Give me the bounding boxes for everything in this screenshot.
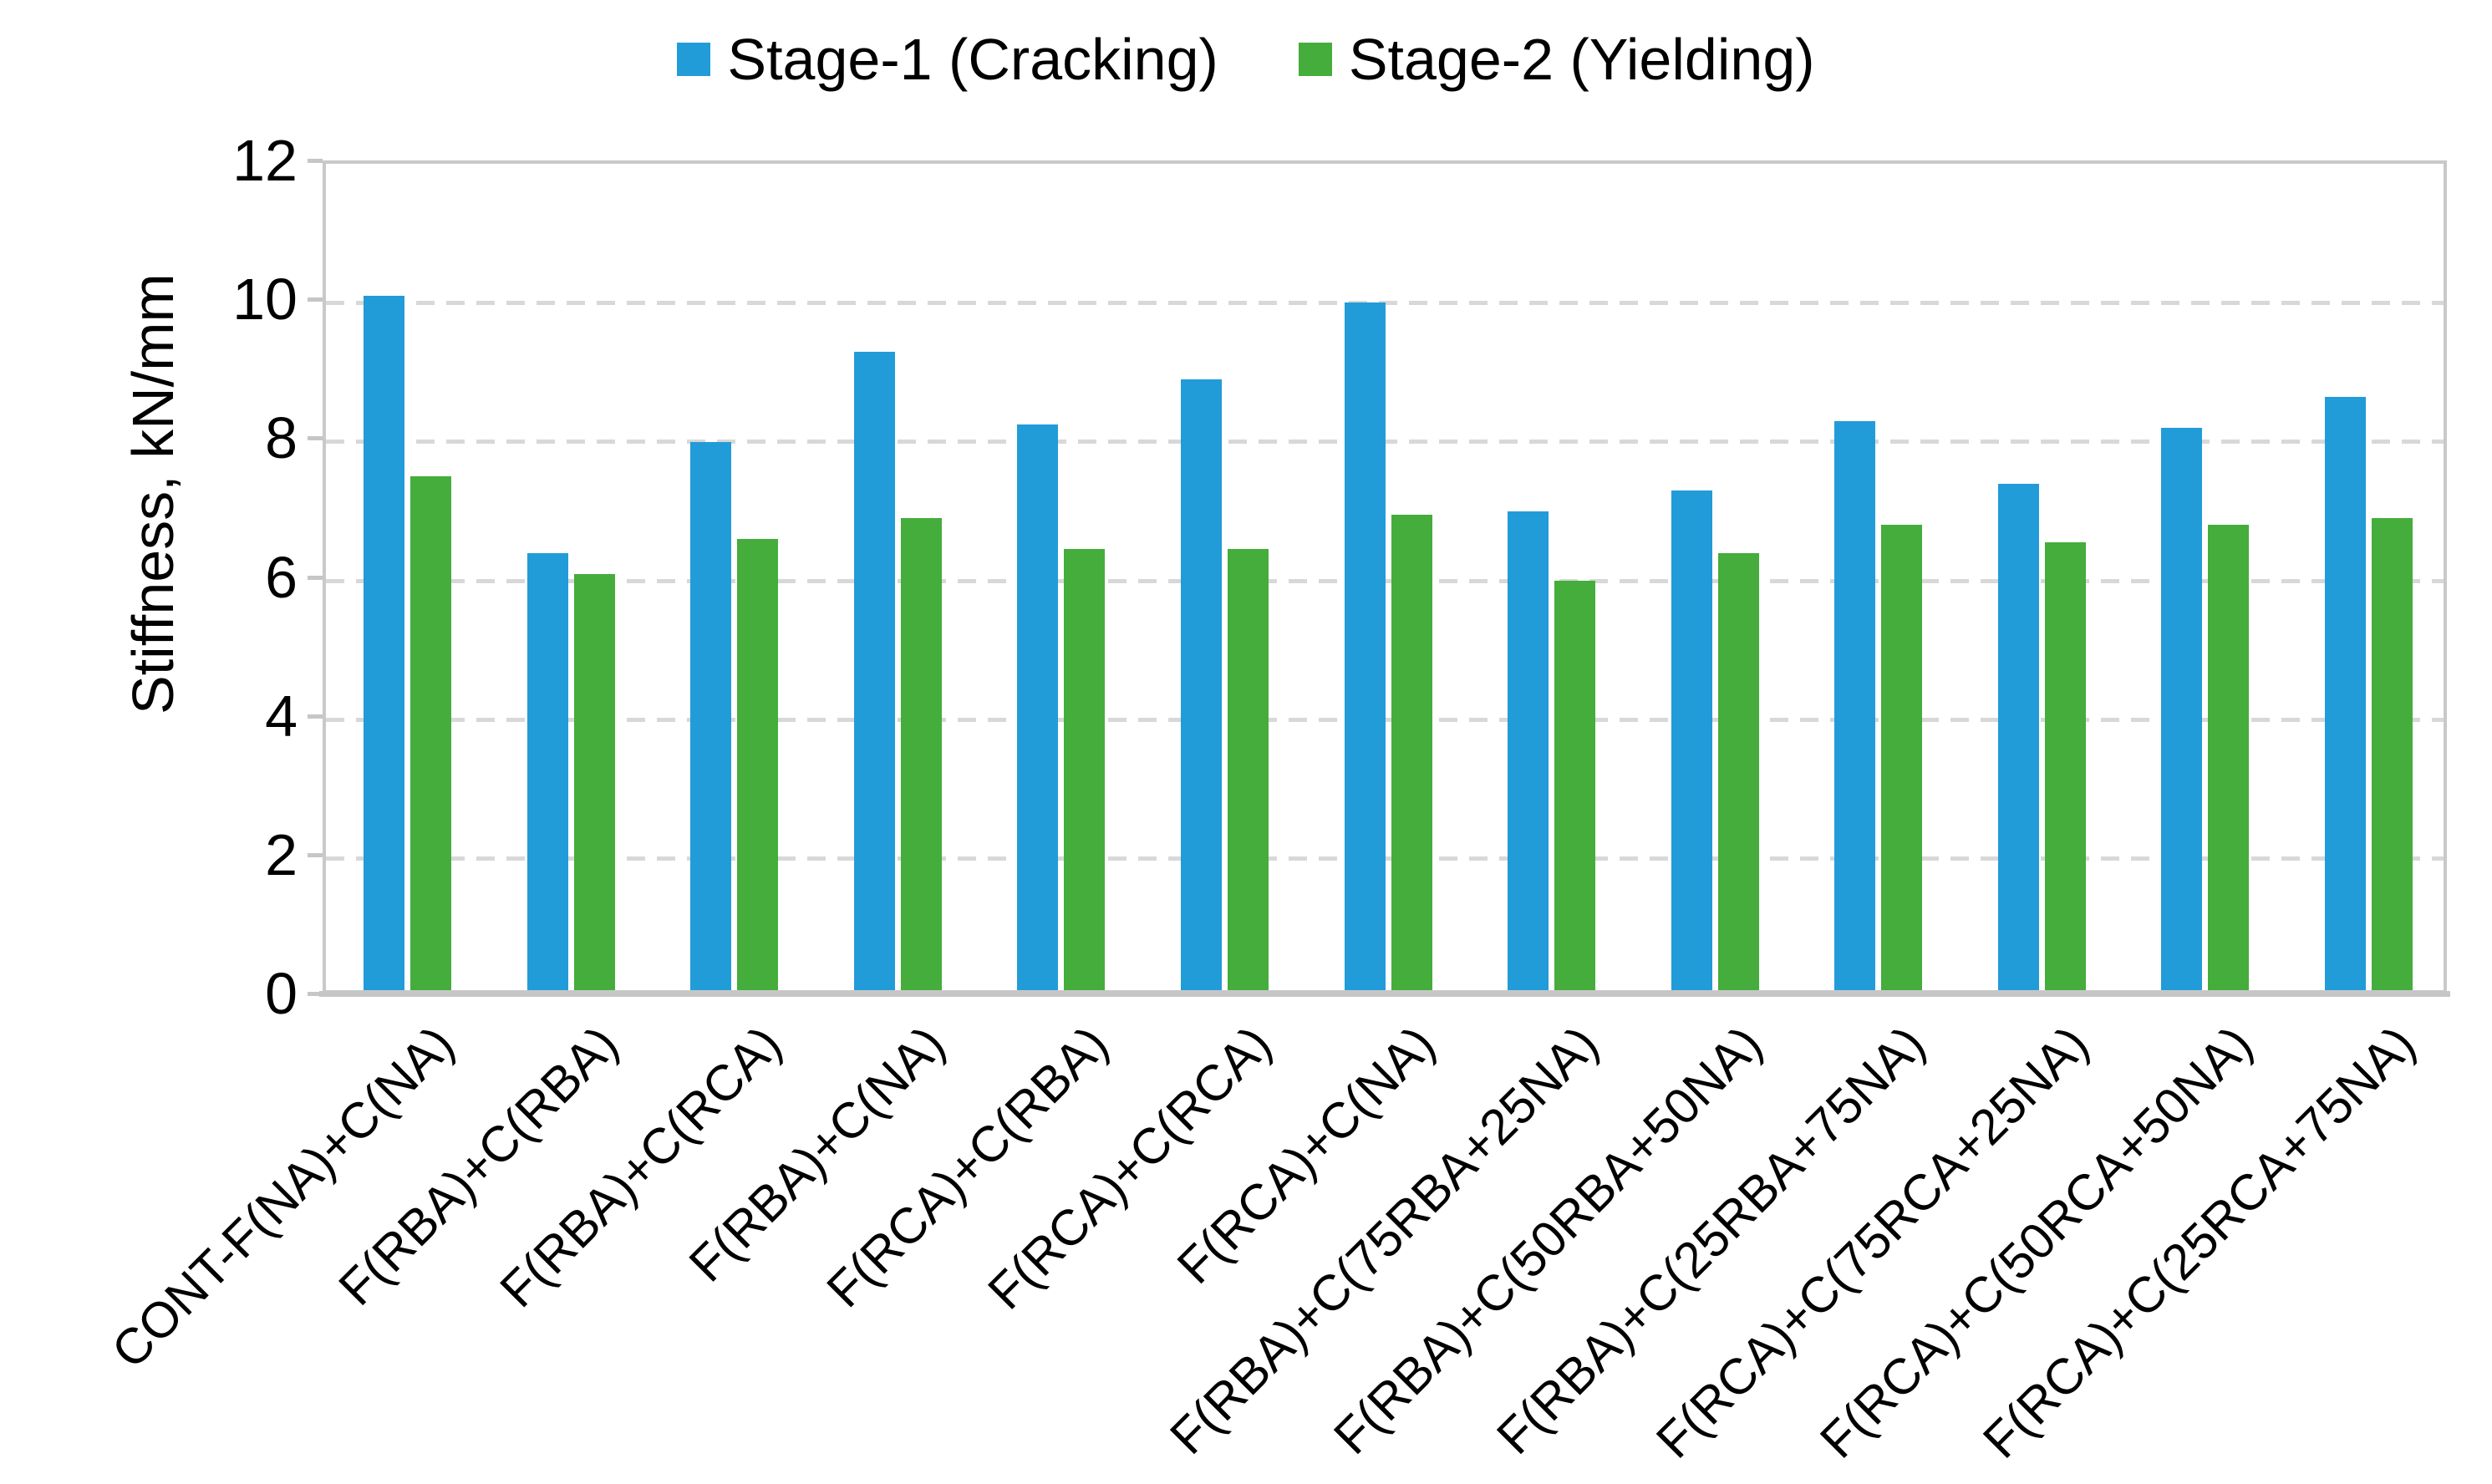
bar-series1-cat1 <box>364 296 405 990</box>
bar-series2-cat7 <box>1391 514 1432 990</box>
bar-series1-cat6 <box>1180 379 1222 990</box>
bar-series1-cat4 <box>853 351 895 990</box>
bar-series1-cat3 <box>690 441 732 990</box>
y-tick-label-0: 0 <box>265 961 298 1026</box>
legend-label-stage2: Stage-2 (Yielding) <box>1348 27 1815 92</box>
bar-series2-cat2 <box>573 573 615 990</box>
bar-series1-cat9 <box>1671 490 1712 990</box>
legend-item-stage2: Stage-2 (Yielding) <box>1298 27 1815 92</box>
y-tick-label-8: 8 <box>265 405 298 471</box>
y-tick-mark-0 <box>308 992 323 996</box>
x-category-label-3: F(RBA)+C(RCA) <box>489 1015 792 1319</box>
x-category-label-5: F(RCA)+C(RBA) <box>816 1015 1119 1319</box>
bar-series2-cat10 <box>1881 525 1923 990</box>
x-axis-line <box>319 991 2450 997</box>
y-tick-mark-12 <box>308 159 323 163</box>
bar-series2-cat12 <box>2208 525 2250 990</box>
x-category-label-6: F(RCA)+C(RCA) <box>977 1015 1283 1320</box>
y-tick-mark-6 <box>308 575 323 580</box>
legend-label-stage1: Stage-1 (Cracking) <box>727 27 1218 92</box>
y-tick-label-12: 12 <box>232 128 298 193</box>
bar-series2-cat9 <box>1717 552 1759 990</box>
bar-series2-cat11 <box>2044 542 2086 990</box>
bar-series1-cat11 <box>1997 483 2039 990</box>
bar-series1-cat7 <box>1344 302 1386 990</box>
bar-series2-cat6 <box>1227 549 1269 990</box>
y-tick-label-6: 6 <box>265 544 298 610</box>
bar-series2-cat8 <box>1554 580 1596 990</box>
bar-series1-cat13 <box>2324 396 2366 990</box>
y-tick-mark-10 <box>308 297 323 302</box>
chart-legend: Stage-1 (Cracking) Stage-2 (Yielding) <box>0 30 2492 89</box>
bar-series2-cat4 <box>900 518 942 990</box>
bar-series2-cat13 <box>2371 518 2413 990</box>
bar-series2-cat5 <box>1064 549 1106 990</box>
y-tick-mark-2 <box>308 852 323 857</box>
bar-series1-cat8 <box>1508 511 1549 990</box>
bar-series2-cat1 <box>410 476 452 990</box>
bar-series1-cat5 <box>1017 424 1059 990</box>
legend-item-stage1: Stage-1 (Cracking) <box>677 30 1218 89</box>
y-tick-label-4: 4 <box>265 683 298 749</box>
bar-series1-cat12 <box>2161 428 2203 990</box>
y-tick-mark-4 <box>308 714 323 719</box>
bar-series2-cat3 <box>737 538 779 990</box>
legend-swatch-stage2-icon <box>1298 43 1332 76</box>
y-tick-mark-8 <box>308 436 323 441</box>
y-tick-label-2: 2 <box>265 821 298 887</box>
x-category-label-2: F(RBA)+C(RBA) <box>328 1015 628 1316</box>
bar-series1-cat10 <box>1834 420 1876 990</box>
y-tick-label-10: 10 <box>232 267 298 333</box>
bar-series1-cat2 <box>526 552 568 990</box>
plot-area <box>323 160 2447 994</box>
legend-swatch-stage1-icon <box>677 43 711 76</box>
